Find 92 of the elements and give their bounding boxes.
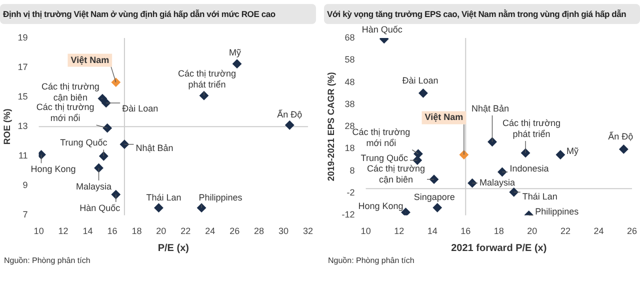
chart-title: Định vị thị trường Việt Nam ở vùng định giá hấp dẫn với mức ROE cao: [0, 4, 316, 24]
x-tick-label: 16: [107, 226, 118, 236]
y-axis-title: ROE (%): [2, 108, 12, 145]
annotation: Ấn Độ: [608, 130, 634, 142]
point: [432, 203, 442, 212]
annotation: Ấn Độ: [277, 108, 302, 120]
annotation: Trung Quốc: [60, 138, 108, 148]
annotation: Các thị trường cận biên: [41, 82, 100, 103]
x-tick-label: 14: [427, 226, 438, 236]
y-axis-title: 2019-2021 EPS CAGR (%): [326, 72, 336, 182]
annotation: Mỹ: [229, 47, 242, 58]
annotation: Indonesia: [510, 163, 549, 174]
y-tick-label: 68: [344, 32, 355, 42]
y-tick-label: 8: [350, 165, 355, 176]
annotation: Đài Loan: [402, 76, 438, 86]
point: [412, 156, 422, 165]
annotation: Thái Lan: [522, 192, 558, 202]
annotation: Hàn Quốc: [362, 24, 403, 34]
point: [619, 144, 628, 154]
y-tick-label: -12: [342, 210, 355, 220]
point: [401, 208, 410, 216]
point: [99, 152, 108, 161]
x-tick-label: 24: [205, 226, 216, 236]
annotation: Việt Nam: [424, 112, 464, 122]
annotation: Singapore: [414, 192, 455, 202]
text: Nguồn: Phòng phân tích: [327, 256, 416, 265]
x-tick-label: 28: [254, 226, 264, 236]
x-tick-label: 22: [560, 226, 570, 236]
y-tick-label: 18: [344, 143, 355, 154]
point: [111, 78, 120, 87]
x-axis-title: P/E (x): [158, 242, 189, 254]
x-tick-label: 12: [58, 226, 68, 236]
chart-title: Với kỳ vọng tăng trưởng EPS cao, Việt Nam nằm trong vùng định giá hấp dẫn: [324, 4, 640, 24]
y-tick-label: 15: [18, 92, 28, 102]
point: [418, 88, 428, 98]
annotation: Hong Kong: [358, 200, 404, 211]
x-tick-label: 16: [460, 226, 471, 236]
annotation: Hong Kong: [30, 164, 76, 174]
annotation: Đài Loan: [122, 103, 158, 114]
x-tick-label: 18: [132, 226, 142, 236]
text: Nguồn: Phòng phân tích: [3, 256, 92, 265]
annotation: Malaysia: [480, 178, 516, 188]
y-tick-label: 17: [18, 62, 28, 72]
x-tick-label: 14: [82, 226, 93, 236]
point: [111, 190, 120, 200]
y-tick-label: 11: [18, 150, 28, 161]
annotation: Mỹ: [566, 146, 579, 156]
point: [120, 140, 129, 149]
x-tick-label: 24: [594, 226, 604, 236]
y-tick-label: 13: [18, 121, 28, 132]
x-tick-label: 26: [230, 226, 240, 236]
x-tick-label: 18: [494, 226, 504, 236]
annotation: Các thị trường mới nổi: [36, 102, 94, 124]
annotation: Malaysia: [76, 181, 112, 192]
annotation: Trung Quốc: [360, 152, 408, 163]
point: [556, 150, 565, 160]
point: [509, 188, 518, 197]
annotation: Nhật Bản: [471, 103, 510, 114]
x-tick-label: 10: [34, 226, 44, 236]
y-tick-label: 48: [344, 76, 355, 87]
point: [98, 94, 107, 104]
annotation: Philippines: [198, 192, 243, 202]
annotation: Các thị trường cận biên: [367, 163, 425, 184]
point: [232, 59, 242, 68]
annotation: Philippines: [535, 206, 580, 217]
x-tick-label: 32: [302, 226, 313, 236]
point: [94, 163, 104, 172]
annotation: Việt Nam: [70, 54, 110, 65]
y-tick-label: 38: [344, 98, 355, 109]
x-tick-label: 12: [394, 226, 404, 236]
point: [102, 124, 112, 133]
y-tick-label: 58: [344, 54, 355, 65]
x-tick-label: 10: [360, 226, 371, 236]
x-tick-label: 26: [626, 226, 637, 236]
annotation: Thái Lan: [146, 192, 182, 202]
y-tick-label: 7: [22, 210, 28, 220]
y-tick-label: 9: [22, 180, 28, 190]
point: [285, 120, 294, 130]
annotation: Các thị trường phát triển: [178, 68, 236, 90]
y-tick-label: 19: [18, 32, 28, 42]
annotation: Nhật Bản: [136, 142, 174, 153]
y-tick-label: -2: [346, 188, 355, 198]
point: [154, 203, 164, 212]
x-axis-title: 2021 forward P/E (x): [451, 242, 547, 254]
annotation: Hàn Quốc: [80, 203, 121, 214]
annotation: Các thị trường phát triển: [502, 118, 560, 139]
x-tick-label: 30: [278, 226, 289, 236]
point: [488, 137, 497, 146]
point: [430, 174, 439, 184]
x-tick-label: 20: [156, 226, 166, 236]
x-tick-label: 22: [180, 226, 191, 236]
x-tick-label: 20: [527, 226, 538, 236]
